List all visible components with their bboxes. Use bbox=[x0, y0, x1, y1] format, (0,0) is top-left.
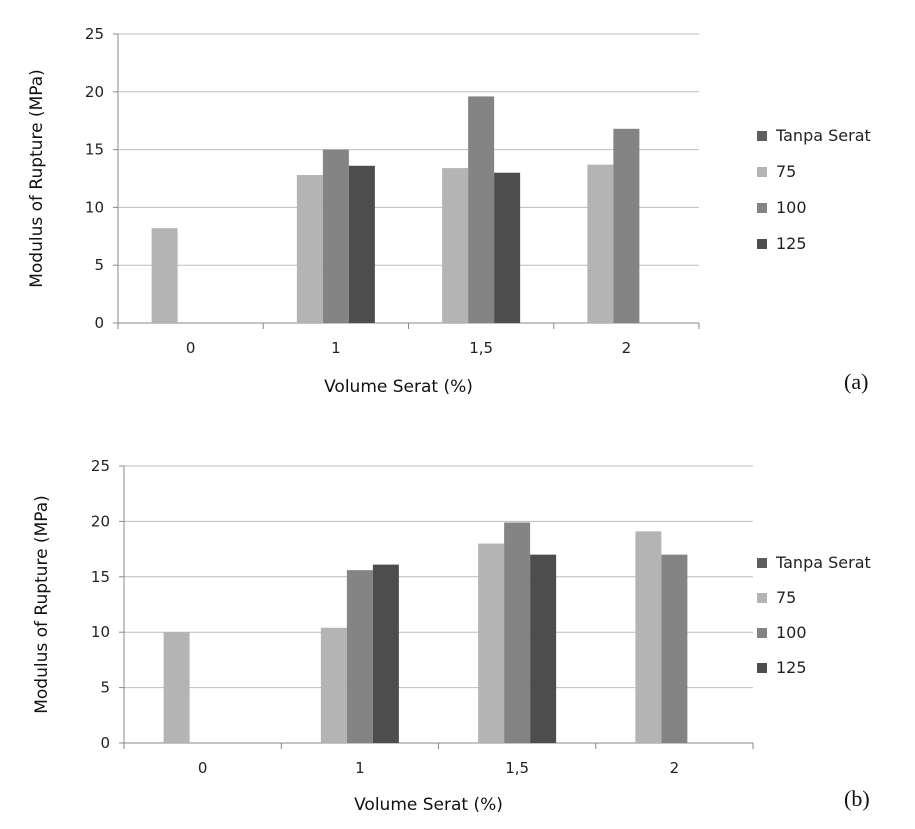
x-axis-title: Volume Serat (%) bbox=[354, 795, 503, 815]
y-tick-label: 25 bbox=[91, 457, 110, 475]
bar-100 bbox=[322, 149, 349, 323]
bar-125 bbox=[494, 172, 521, 323]
bar-100 bbox=[346, 570, 373, 743]
legend-swatch bbox=[757, 203, 767, 213]
x-tick-label: 0 bbox=[198, 759, 208, 777]
bar-100 bbox=[468, 96, 495, 323]
bar-125 bbox=[530, 554, 557, 743]
bar-75 bbox=[442, 168, 469, 323]
legend-swatch bbox=[757, 167, 767, 177]
x-axis-title: Volume Serat (%) bbox=[324, 377, 473, 397]
x-tick-label: 2 bbox=[622, 339, 632, 357]
y-tick-label: 5 bbox=[100, 679, 110, 697]
legend-label: 125 bbox=[776, 658, 807, 677]
legend-label: 75 bbox=[776, 588, 796, 607]
bar-75 bbox=[296, 175, 323, 323]
chart-panel-a: (a) 0 5 10 15 20 25 0 1 1,5 2 Volume Serat (%) Modu… bbox=[27, 25, 871, 397]
y-tick-label: 20 bbox=[85, 83, 104, 101]
bar-75 bbox=[320, 627, 347, 743]
x-tick-label: 1,5 bbox=[505, 759, 529, 777]
y-tick-label: 10 bbox=[85, 198, 104, 216]
y-tick-label: 25 bbox=[85, 25, 104, 43]
legend-label: 75 bbox=[776, 162, 796, 181]
bar-75 bbox=[151, 228, 178, 323]
y-tick-label: 20 bbox=[91, 512, 110, 530]
x-tick-label: 1,5 bbox=[469, 339, 493, 357]
legend-swatch bbox=[757, 558, 767, 568]
bar-75 bbox=[478, 543, 505, 743]
bar-100 bbox=[504, 522, 531, 743]
legend-label: Tanpa Serat bbox=[775, 126, 871, 145]
y-tick-label: 5 bbox=[94, 256, 104, 274]
legend-label: 100 bbox=[776, 198, 807, 217]
bar-125 bbox=[348, 165, 375, 323]
panel-label: (b) bbox=[844, 786, 870, 811]
bar-125 bbox=[372, 564, 399, 743]
bar-100 bbox=[613, 128, 640, 323]
legend-swatch bbox=[757, 628, 767, 638]
legend-swatch bbox=[757, 663, 767, 673]
legend-swatch bbox=[757, 239, 767, 249]
bar-75 bbox=[163, 632, 190, 743]
x-tick-label: 2 bbox=[670, 759, 680, 777]
y-tick-label: 15 bbox=[85, 141, 104, 159]
y-tick-label: 0 bbox=[94, 314, 104, 332]
legend-swatch bbox=[757, 131, 767, 141]
y-axis-title: Modulus of Rupture (MPa) bbox=[32, 495, 52, 714]
bar-75 bbox=[587, 164, 614, 323]
y-tick-label: 10 bbox=[91, 623, 110, 641]
y-tick-label: 0 bbox=[100, 734, 110, 752]
x-tick-label: 0 bbox=[186, 339, 196, 357]
bar-75 bbox=[635, 531, 662, 743]
chart-panel-b: (b) 0 5 10 15 20 25 0 1 1,5 2 Volume Serat (%) Modu… bbox=[32, 457, 871, 815]
y-axis-title: Modulus of Rupture (MPa) bbox=[27, 69, 47, 288]
legend-label: 100 bbox=[776, 623, 807, 642]
legend-label: 125 bbox=[776, 234, 807, 253]
y-tick-label: 15 bbox=[91, 568, 110, 586]
x-tick-label: 1 bbox=[331, 339, 341, 357]
legend-swatch bbox=[757, 593, 767, 603]
panel-label: (a) bbox=[844, 369, 868, 394]
x-tick-label: 1 bbox=[355, 759, 365, 777]
bar-100 bbox=[661, 554, 688, 743]
legend-label: Tanpa Serat bbox=[775, 553, 871, 572]
